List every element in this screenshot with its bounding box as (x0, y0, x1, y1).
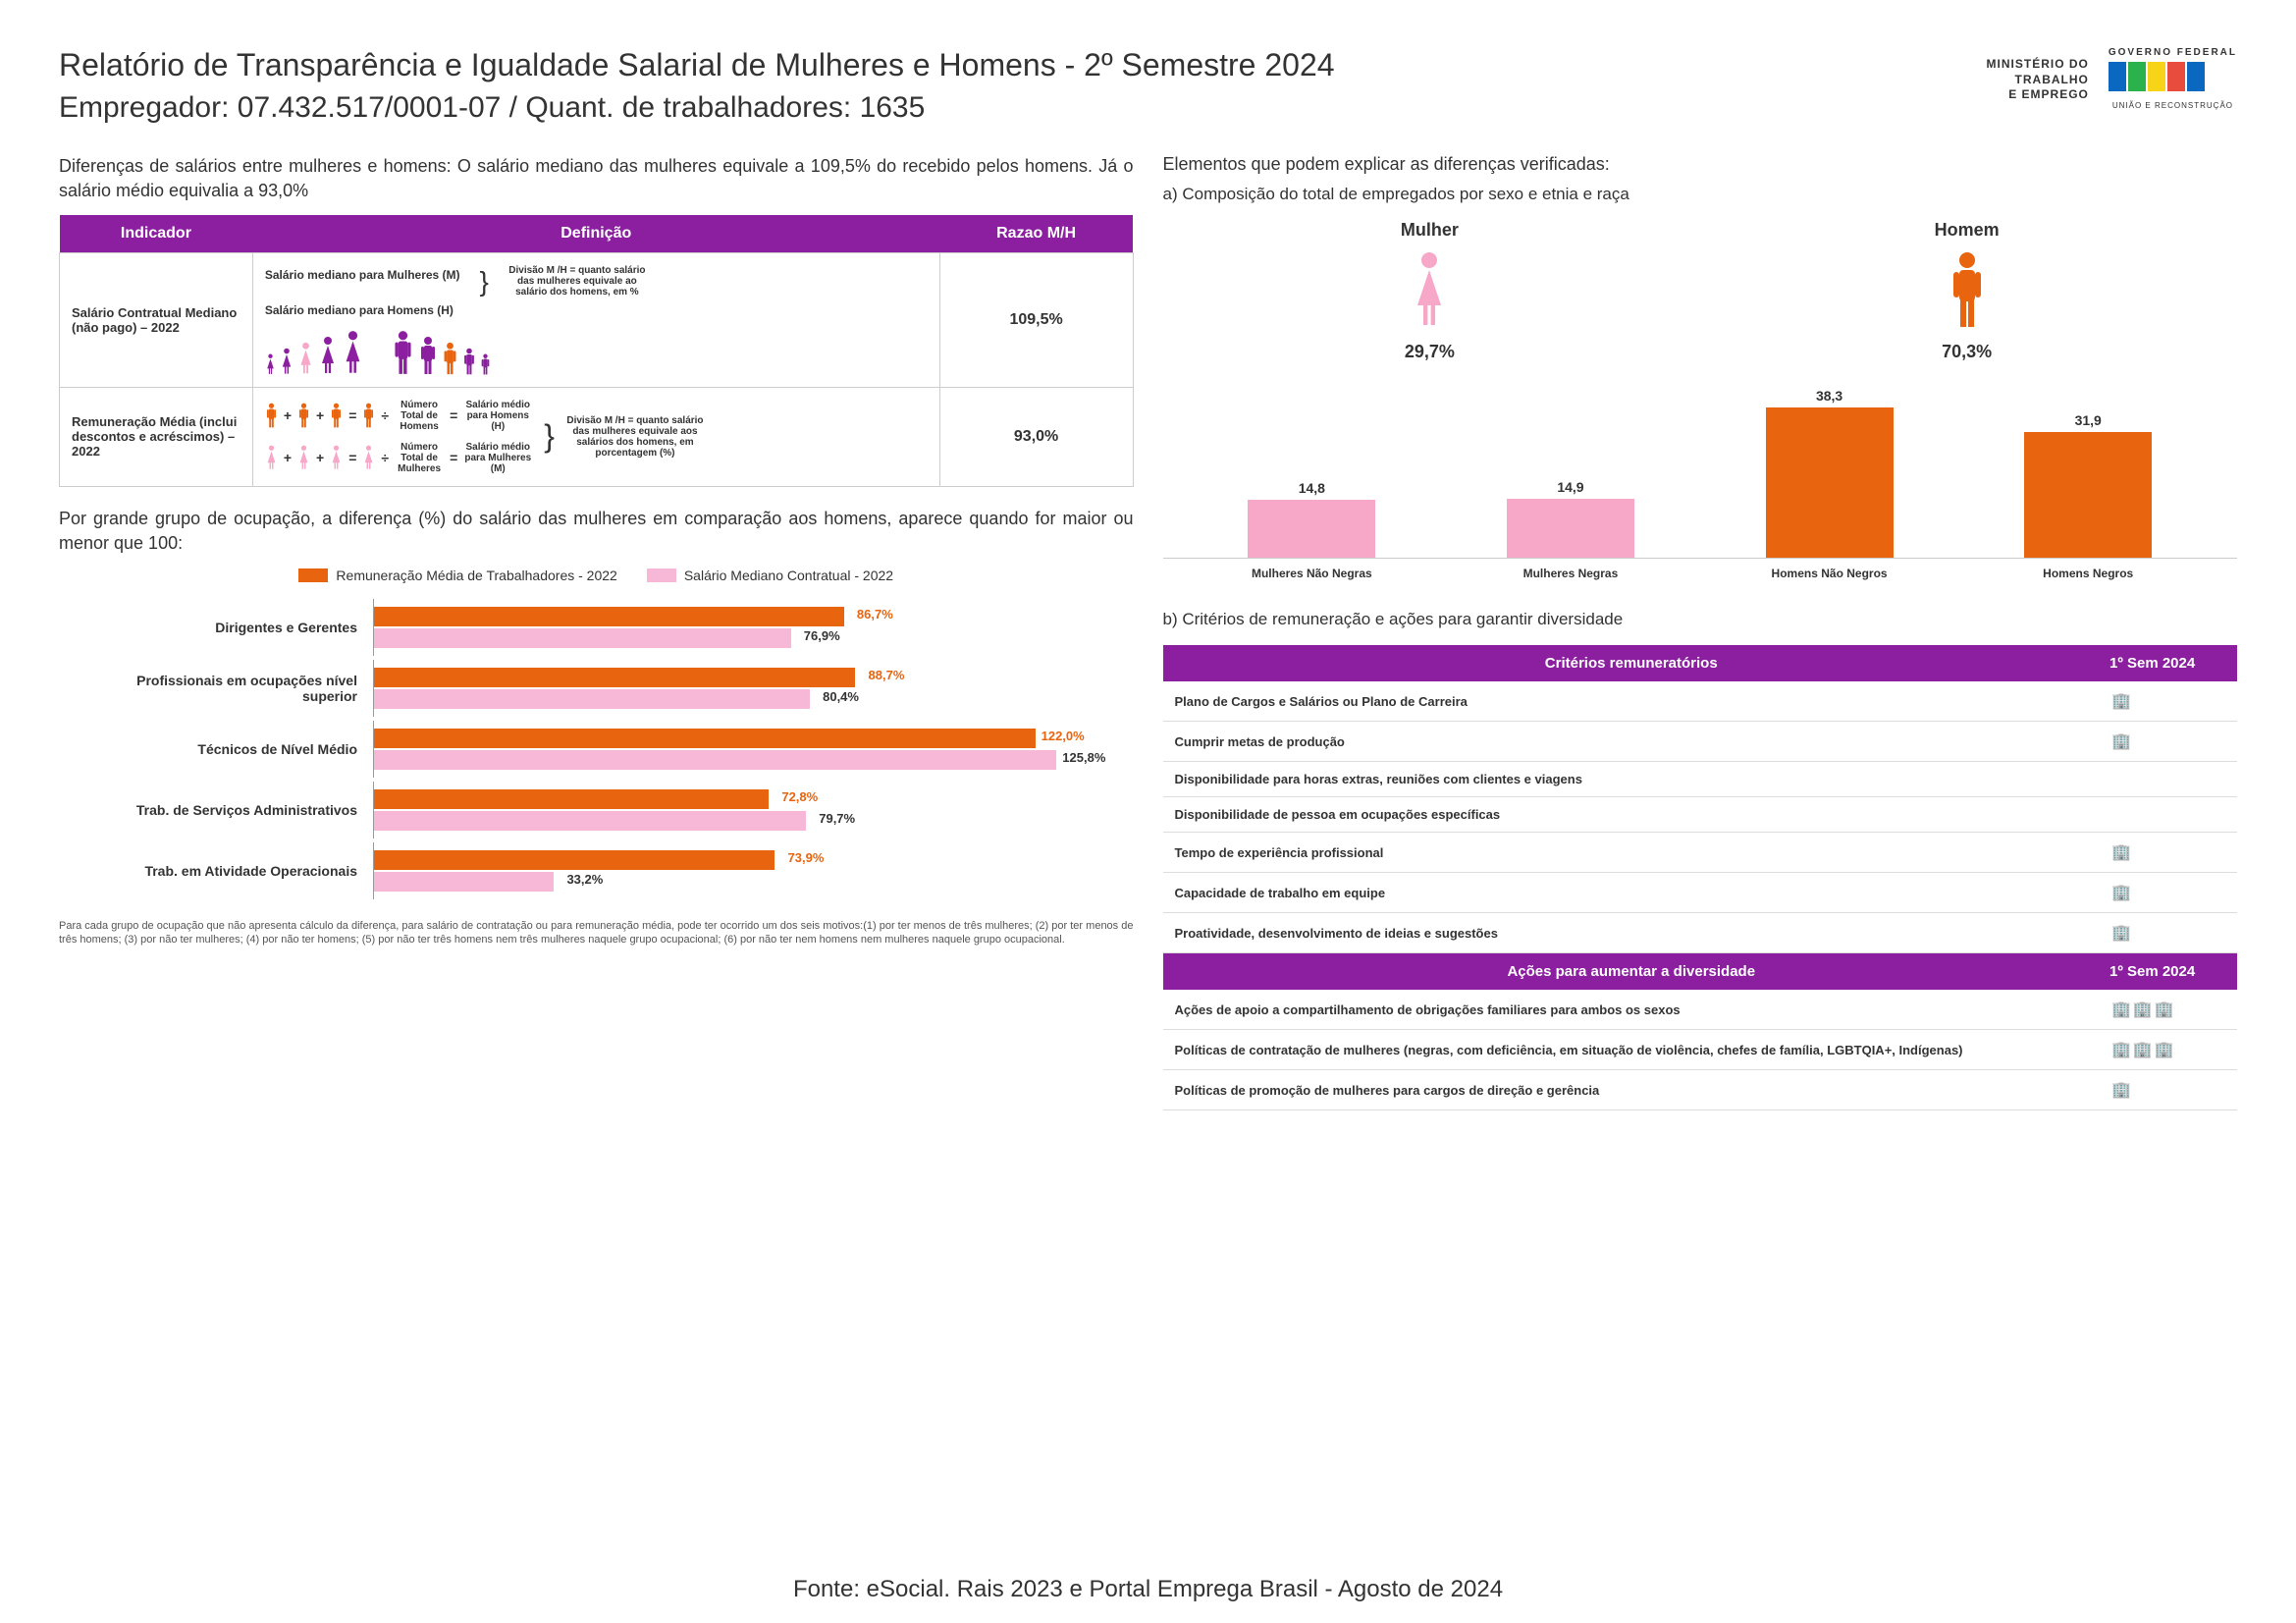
building-icon: 🏢 (2111, 844, 2131, 861)
occupation-footnote: Para cada grupo de ocupação que não apre… (59, 919, 1134, 947)
brasil-flag-icon (2109, 62, 2237, 91)
report-title: Relatório de Transparência e Igualdade S… (59, 47, 1335, 83)
ratio-median: 109,5% (939, 253, 1133, 387)
occ-row: Dirigentes e Gerentes 86,7% 76,9% (79, 599, 1134, 656)
composition-subheading: a) Composição do total de empregados por… (1163, 185, 2238, 204)
occ-row: Trab. em Atividade Operacionais 73,9% 33… (79, 842, 1134, 899)
table-row: Cumprir metas de produção 🏢 (1163, 722, 2238, 762)
table-row: Disponibilidade para horas extras, reuni… (1163, 762, 2238, 797)
ratio-avg: 93,0% (939, 387, 1133, 486)
table-row: Capacidade de trabalho em equipe 🏢 (1163, 873, 2238, 913)
th-sem2024: 1º Sem 2024 (2100, 645, 2237, 681)
building-icon: 🏢 (2111, 1042, 2131, 1058)
criteria-subheading: b) Critérios de remuneração e ações para… (1163, 610, 2238, 629)
definition-avg: ++=÷Número Total de Homens=Salário médio… (252, 387, 939, 486)
building-icon: 🏢 (2111, 1082, 2131, 1099)
th-indicator: Indicador (60, 215, 253, 253)
female-icon (1401, 250, 1459, 334)
th-definition: Definição (252, 215, 939, 253)
table-row: Remuneração Média (inclui descontos e ac… (60, 387, 1134, 486)
th-actions-sem: 1º Sem 2024 (2100, 953, 2237, 991)
table-row: Plano de Cargos e Salários ou Plano de C… (1163, 681, 2238, 722)
legend-swatch-pink (647, 568, 676, 582)
building-icon: 🏢 (2133, 1042, 2153, 1058)
th-ratio: Razao M/H (939, 215, 1133, 253)
content-grid: Diferenças de salários entre mulheres e … (59, 154, 2237, 1110)
building-icon: 🏢 (2111, 1001, 2131, 1018)
occupation-legend: Remuneração Média de Trabalhadores - 202… (59, 568, 1134, 583)
table-row: Disponibilidade de pessoa em ocupações e… (1163, 797, 2238, 833)
ethnicity-bar-chart: 14,8 14,9 38,3 31,9 (1163, 382, 2238, 559)
gender-female: Mulher 29,7% (1401, 220, 1459, 362)
th-actions: Ações para aumentar a diversidade (1163, 953, 2101, 991)
occupation-intro: Por grande grupo de ocupação, a diferenç… (59, 507, 1134, 556)
table-row: Políticas de promoção de mulheres para c… (1163, 1070, 2238, 1110)
building-icon: 🏢 (2155, 1042, 2174, 1058)
brasil-logo: GOVERNO FEDERAL UNIÃO E RECONSTRUÇÃO (2109, 47, 2237, 113)
occ-row: Trab. de Serviços Administrativos 72,8% … (79, 782, 1134, 839)
header-logos: MINISTÉRIO DO TRABALHO E EMPREGO GOVERNO… (1987, 47, 2237, 113)
building-icon: 🏢 (2111, 885, 2131, 901)
explain-heading: Elementos que podem explicar as diferenç… (1163, 154, 2238, 175)
table-row: Salário Contratual Mediano (não pago) – … (60, 253, 1134, 387)
table-row: Tempo de experiência profissional 🏢 (1163, 833, 2238, 873)
criteria-table: Critérios remuneratórios 1º Sem 2024 Pla… (1163, 645, 2238, 1110)
table-row: Políticas de contratação de mulheres (ne… (1163, 1030, 2238, 1070)
ethnicity-bar: 38,3 (1700, 382, 1959, 558)
table-row: Ações de apoio a compartilhamento de obr… (1163, 990, 2238, 1030)
header-titles: Relatório de Transparência e Igualdade S… (59, 47, 1335, 125)
legend-swatch-orange (298, 568, 328, 582)
salary-diff-intro: Diferenças de salários entre mulheres e … (59, 154, 1134, 203)
occupation-bar-chart: Dirigentes e Gerentes 86,7% 76,9% Profis… (59, 599, 1134, 899)
ethnicity-labels: Mulheres Não NegrasMulheres NegrasHomens… (1163, 567, 2238, 580)
people-icons-median (265, 330, 928, 375)
ethnicity-bar: 14,8 (1183, 382, 1442, 558)
source-footer: Fonte: eSocial. Rais 2023 e Portal Empre… (0, 1576, 2296, 1603)
th-criteria: Critérios remuneratórios (1163, 645, 2101, 681)
indicator-median: Salário Contratual Mediano (não pago) – … (60, 253, 253, 387)
occ-row: Técnicos de Nível Médio 122,0% 125,8% (79, 721, 1134, 778)
ethnicity-bar: 14,9 (1441, 382, 1700, 558)
table-row: Proatividade, desenvolvimento de ideias … (1163, 913, 2238, 953)
indicator-avg: Remuneração Média (inclui descontos e ac… (60, 387, 253, 486)
ministerio-label: MINISTÉRIO DO TRABALHO E EMPREGO (1987, 57, 2089, 103)
occ-row: Profissionais em ocupações nível superio… (79, 660, 1134, 717)
building-icon: 🏢 (2111, 733, 2131, 750)
left-column: Diferenças de salários entre mulheres e … (59, 154, 1134, 1110)
definition-median: Salário mediano para Mulheres (M) Salári… (252, 253, 939, 387)
building-icon: 🏢 (2111, 693, 2131, 710)
right-column: Elementos que podem explicar as diferenç… (1163, 154, 2238, 1110)
report-header: Relatório de Transparência e Igualdade S… (59, 47, 2237, 125)
report-subtitle: Empregador: 07.432.517/0001-07 / Quant. … (59, 91, 1335, 125)
male-icon (1935, 250, 2000, 334)
building-icon: 🏢 (2133, 1001, 2153, 1018)
ethnicity-bar: 31,9 (1958, 382, 2217, 558)
gender-composition: Mulher 29,7% Homem 70,3% (1163, 220, 2238, 362)
definition-table: Indicador Definição Razao M/H Salário Co… (59, 215, 1134, 486)
gender-male: Homem 70,3% (1935, 220, 2000, 362)
building-icon: 🏢 (2111, 925, 2131, 942)
building-icon: 🏢 (2155, 1001, 2174, 1018)
